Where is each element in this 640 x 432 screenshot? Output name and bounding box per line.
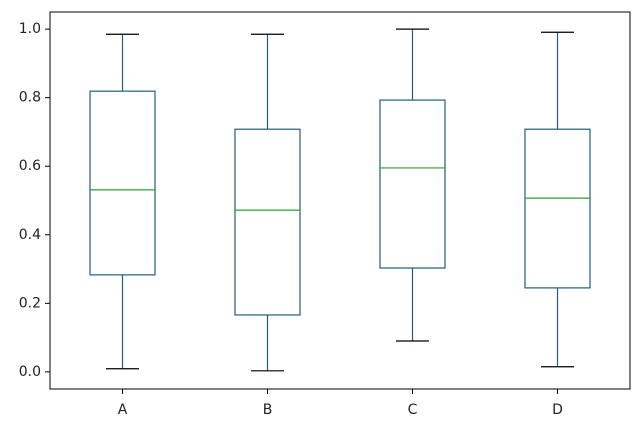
y-tick-label: 0.4 bbox=[19, 227, 41, 243]
x-tick-label: B bbox=[263, 402, 273, 418]
y-tick-label: 0.2 bbox=[19, 295, 41, 311]
y-tick-label: 1.0 bbox=[19, 21, 41, 37]
x-tick-label: C bbox=[408, 402, 418, 418]
box bbox=[524, 128, 591, 289]
box bbox=[234, 128, 301, 316]
y-tick-label: 0.0 bbox=[19, 364, 41, 380]
x-tick-label: A bbox=[118, 402, 128, 418]
y-tick-label: 0.8 bbox=[19, 90, 41, 106]
box bbox=[379, 99, 446, 269]
x-tick-label: D bbox=[552, 402, 563, 418]
box bbox=[89, 90, 156, 276]
plot-frame bbox=[49, 11, 631, 390]
y-tick-label: 0.6 bbox=[19, 158, 41, 174]
